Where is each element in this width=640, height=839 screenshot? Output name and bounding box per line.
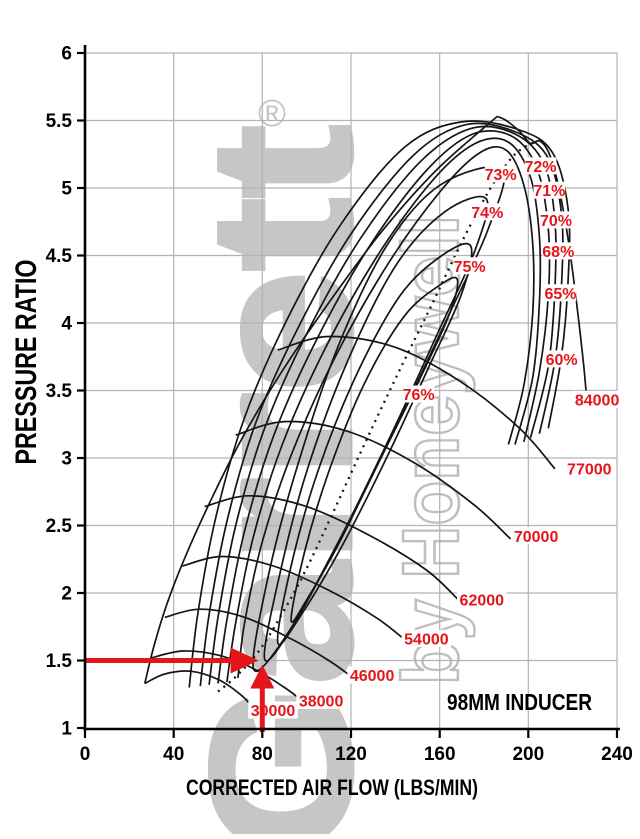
label-mask	[533, 181, 566, 199]
x-tick-label: 80	[252, 744, 273, 765]
y-tick-label: 4	[61, 314, 72, 335]
speed-line-77000	[277, 335, 556, 470]
efficiency-label-71: 71%	[533, 183, 565, 200]
efficiency-label-70: 70%	[540, 213, 572, 230]
inducer-size-label: 98MM INDUCER	[447, 689, 592, 715]
label-mask	[542, 242, 575, 260]
y-tick-label: 5.5	[46, 111, 73, 132]
label-mask	[484, 165, 517, 183]
label-mask	[540, 211, 572, 229]
speed-label-30000: 30000	[251, 703, 296, 720]
x-tick-label: 160	[424, 744, 456, 765]
speed-label-46000: 46000	[350, 668, 395, 685]
marker-arrowhead-horizontal	[230, 647, 259, 674]
x-tick-label: 40	[163, 744, 184, 765]
efficiency-label-74: 74%	[471, 205, 503, 222]
y-tick-label: 3.5	[46, 381, 73, 402]
y-tick-label: 5	[61, 179, 72, 200]
label-mask	[347, 666, 397, 684]
label-mask	[453, 257, 486, 275]
speed-label-77000: 77000	[567, 461, 612, 478]
x-tick-label: 240	[601, 744, 633, 765]
speed-label-62000: 62000	[460, 592, 505, 609]
label-mask	[524, 157, 557, 175]
y-tick-label: 1.5	[46, 651, 73, 672]
speed-line-70000	[235, 420, 512, 540]
efficiency-label-68: 68%	[542, 244, 574, 261]
label-mask	[457, 590, 507, 608]
speed-label-84000: 84000	[575, 392, 620, 409]
speed-label-38000: 38000	[299, 694, 344, 711]
label-mask	[545, 350, 578, 368]
label-mask	[511, 527, 561, 545]
marker-arrowhead-vertical	[250, 664, 275, 689]
efficiency-label-72: 72%	[524, 159, 556, 176]
red-annotations: 76% 75% 74% 73% 72% 71% 70% 68% 65% 60% 3000038000…	[85, 157, 622, 732]
efficiency-contour-71	[226, 137, 542, 683]
label-mask	[564, 459, 614, 477]
efficiency-contour-76	[290, 276, 459, 623]
peak-efficiency-dashed-line	[217, 139, 538, 693]
speed-label-54000: 54000	[404, 631, 449, 648]
x-tick-label: 120	[335, 744, 367, 765]
efficiency-label-65: 65%	[544, 286, 576, 303]
y-tick-label: 2	[61, 584, 72, 605]
x-tick-label: 200	[512, 744, 544, 765]
speed-line-30000	[144, 670, 255, 709]
efficiency-contour-68	[208, 125, 557, 685]
efficiency-contour-75	[276, 242, 473, 646]
x-axis-title: CORRECTED AIR FLOW (LBS/MIN)	[186, 775, 478, 800]
gridlines	[85, 52, 618, 728]
efficiency-label-75: 75%	[454, 259, 486, 276]
x-tick-label: 0	[80, 744, 91, 765]
y-tick-label: 1	[61, 719, 72, 740]
y-tick-label: 4.5	[46, 246, 73, 267]
efficiency-label-73: 73%	[485, 167, 517, 184]
efficiency-contour-65	[199, 122, 564, 687]
label-mask	[471, 203, 504, 221]
y-axis-title: PRESSURE RATIO	[10, 260, 43, 465]
surge-line	[143, 115, 498, 684]
speed-label-70000: 70000	[514, 529, 559, 546]
efficiency-label-76: 76%	[403, 387, 435, 404]
watermark-honeywell: by Honeywell	[386, 215, 475, 685]
efficiency-contour-60	[188, 120, 571, 688]
y-tick-label: 6	[61, 44, 72, 65]
efficiency-label-60: 60%	[546, 352, 578, 369]
y-tick-label: 3	[61, 449, 72, 470]
label-mask	[402, 385, 435, 403]
label-mask	[401, 629, 452, 647]
efficiency-contour-72	[237, 145, 535, 679]
y-tick-label: 2.5	[46, 516, 73, 537]
label-mask	[544, 284, 577, 302]
axes: 1 1.5 2 2.5 3 3.5 4 4.5 5 5.5 6 0 40 80 120 160 200 240 PR…	[10, 44, 633, 801]
label-mask	[572, 390, 622, 408]
label-mask	[296, 692, 346, 709]
speed-line-62000	[204, 494, 461, 602]
